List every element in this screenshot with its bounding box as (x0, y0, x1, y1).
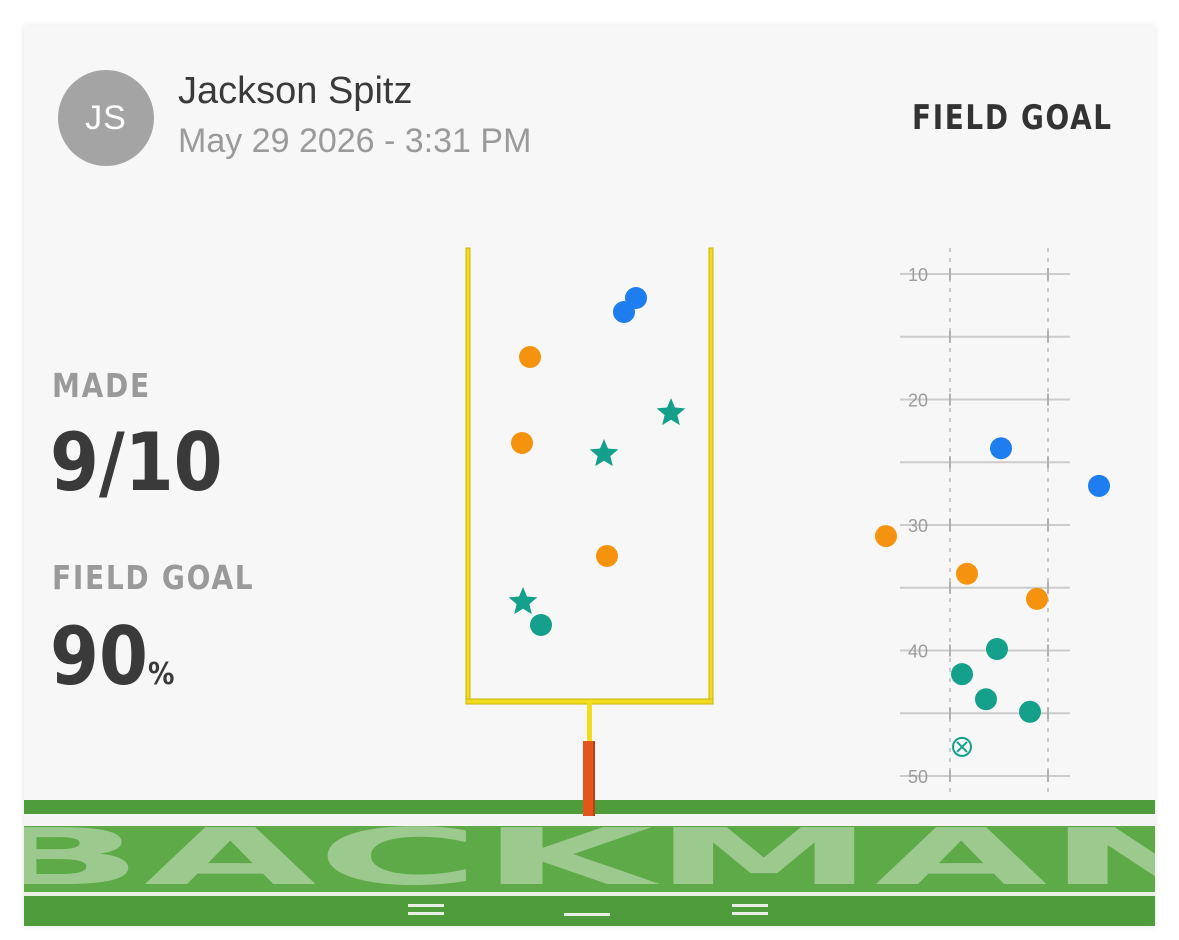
missed-kick-marker[interactable] (952, 736, 972, 757)
yard-tick-label: 30 (908, 516, 928, 536)
ruler-kick-markers (875, 437, 1110, 757)
kick-marker-dot[interactable] (511, 432, 533, 454)
distance-kick-marker[interactable] (951, 663, 973, 686)
avatar[interactable]: JS (58, 70, 154, 166)
distance-kick-marker[interactable] (986, 638, 1008, 661)
yard-tick-label: 10 (908, 265, 928, 285)
made-label: MADE (52, 366, 151, 405)
distance-kick-marker[interactable] (875, 525, 897, 548)
distance-kick-marker[interactable] (1088, 474, 1110, 497)
goalpost (465, 247, 714, 816)
goal-kick-markers (508, 287, 686, 636)
made-value: 9/10 (50, 416, 223, 509)
kick-session-card: JS Jackson Spitz May 29 2026 - 3:31 PM F… (24, 26, 1155, 926)
yard-tick-label: 50 (908, 767, 928, 787)
player-name: Jackson Spitz (178, 70, 413, 112)
distance-kick-marker[interactable] (1026, 587, 1048, 610)
field-goal-pct-value: 90% (50, 610, 174, 703)
yard-tick-label: 20 (908, 391, 928, 411)
kick-marker-dot[interactable] (613, 301, 635, 323)
yard-tick-label: 40 (908, 642, 928, 662)
kick-marker-star[interactable] (508, 587, 538, 615)
kick-marker-star[interactable] (656, 398, 686, 426)
pct-number: 90 (50, 610, 148, 703)
kick-marker-dot[interactable] (519, 346, 541, 368)
hash-marks (408, 904, 768, 916)
pct-unit: % (147, 657, 175, 692)
turf-stripe (24, 892, 1155, 896)
distance-kick-marker[interactable] (956, 562, 978, 585)
distance-kick-marker[interactable] (1019, 700, 1041, 723)
mode-title: FIELD GOAL (912, 98, 1113, 138)
kick-marker-star[interactable] (589, 439, 619, 467)
end-zone-text: BACKMAN (24, 813, 1155, 903)
session-datetime: May 29 2026 - 3:31 PM (178, 122, 532, 160)
yard-line (24, 814, 1155, 826)
yard-ruler: 10 20 30 40 50 (900, 248, 1070, 798)
kick-marker-dot[interactable] (530, 614, 552, 636)
distance-kick-marker[interactable] (990, 437, 1012, 460)
field-graphic: BACKMAN 10 20 30 40 50 (24, 247, 1155, 926)
kick-marker-dot[interactable] (596, 545, 618, 567)
field-goal-pct-label: FIELD GOAL (52, 558, 255, 597)
distance-kick-marker[interactable] (975, 688, 997, 711)
turf-lower (24, 896, 1155, 926)
